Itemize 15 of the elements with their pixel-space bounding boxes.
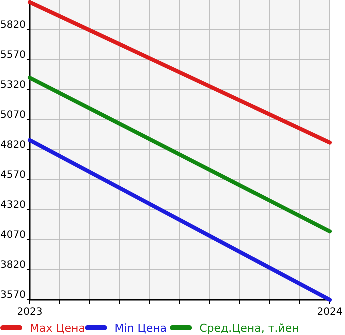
y-tick-label: 3570 [0, 290, 26, 301]
legend-label: Min Цена [114, 322, 168, 335]
y-tick-label: 5570 [0, 50, 26, 61]
y-tick-label: 4320 [0, 200, 26, 211]
y-tick-label: 3820 [0, 260, 26, 271]
y-tick-label: 4820 [0, 140, 26, 151]
legend-label: Сред.Цена, т.йен [200, 322, 300, 335]
legend-label: Max Цена [30, 322, 86, 335]
y-tick-label: 5820 [0, 20, 26, 31]
y-tick-label: 4570 [0, 170, 26, 181]
y-tick-label: 5070 [0, 110, 26, 121]
y-tick-label: 4070 [0, 230, 26, 241]
x-tick-label: 2024 [317, 307, 343, 318]
y-tick-label: 5320 [0, 80, 26, 91]
x-tick-label: 2023 [17, 307, 43, 318]
